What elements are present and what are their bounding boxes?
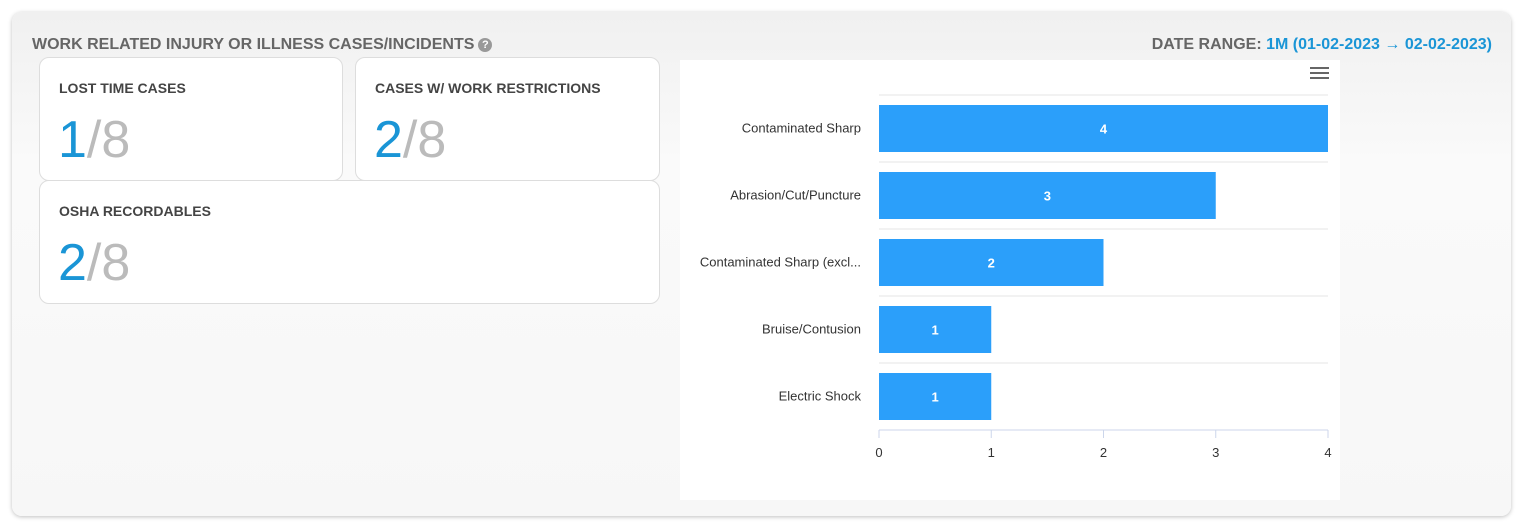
work-restrictions-card: CASES W/ WORK RESTRICTIONS 2/8 [355,57,660,181]
x-tick-label: 3 [1212,445,1219,460]
category-label: Electric Shock [779,389,862,404]
x-tick-label: 1 [988,445,995,460]
data-label: 1 [932,390,939,405]
category-label: Contaminated Sharp [742,121,861,136]
data-label: 4 [1100,122,1108,137]
osha-recordables-card: OSHA RECORDABLES 2/8 [39,180,660,304]
x-tick-label: 2 [1100,445,1107,460]
hamburger-menu-icon[interactable] [1310,67,1329,82]
date-range[interactable]: DATE RANGE: 1M (01-02-2023 → 02-02-2023) [1151,36,1492,53]
bar [879,239,1104,286]
category-label: Bruise/Contusion [762,322,861,337]
data-label: 3 [1044,189,1051,204]
bar [879,172,1216,219]
widget-title: WORK RELATED INJURY OR ILLNESS CASES/INC… [32,36,493,54]
category-label: Abrasion/Cut/Puncture [730,188,861,203]
x-tick-label: 4 [1324,445,1331,460]
data-label: 2 [988,256,995,271]
category-label: Contaminated Sharp (excl... [700,255,861,270]
bar [879,105,1328,152]
bar [879,306,992,353]
bar [879,373,992,420]
data-label: 1 [932,323,939,338]
x-tick-label: 0 [875,445,882,460]
question-circle-icon[interactable]: ? [478,38,493,52]
